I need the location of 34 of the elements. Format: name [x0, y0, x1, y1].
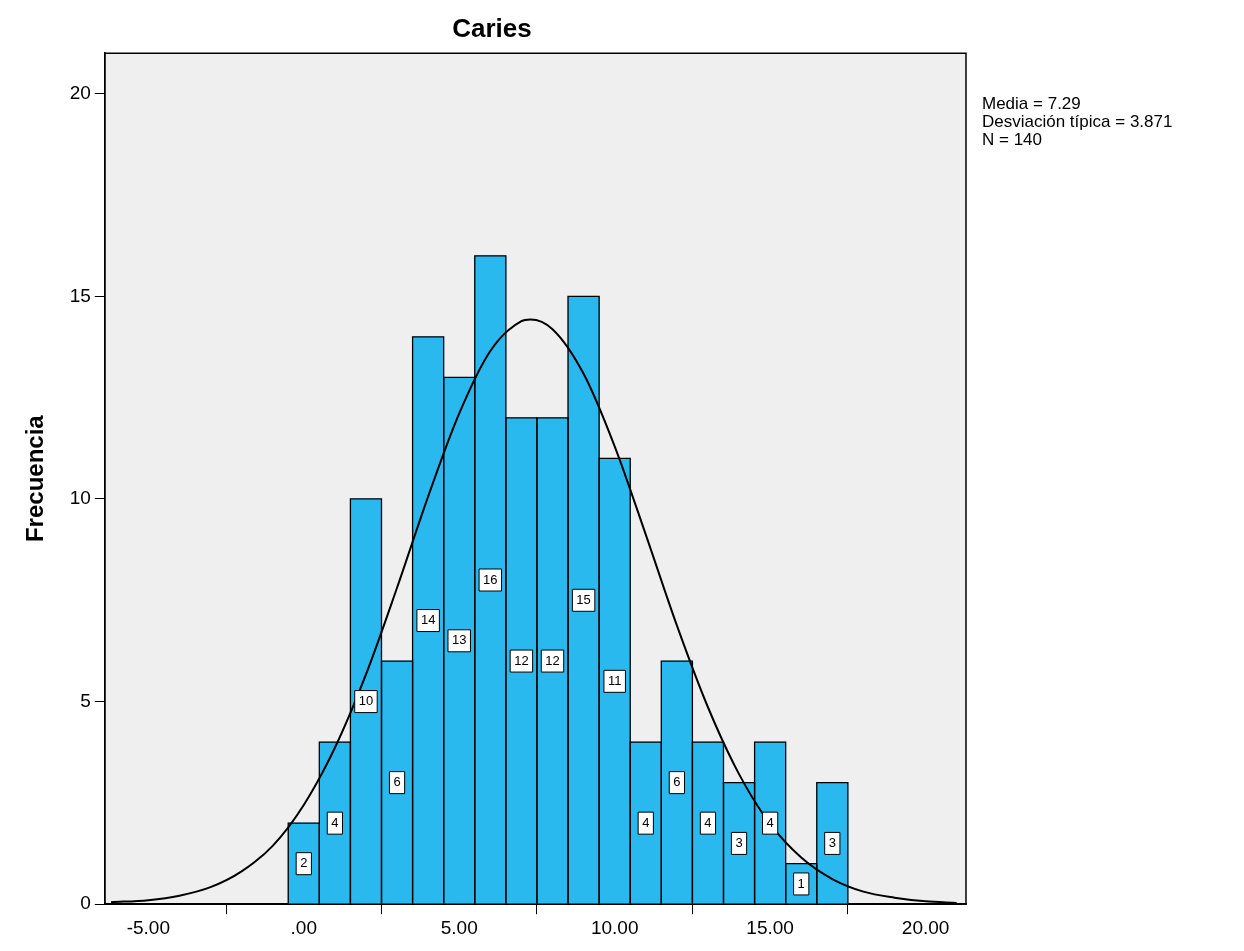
- x-tick-label: .00: [290, 916, 317, 938]
- text: Desviación típica = 3.871: [982, 112, 1173, 132]
- data-label: 10: [358, 693, 374, 709]
- text: N = 140: [982, 130, 1043, 150]
- data-label: 3: [828, 834, 836, 850]
- data-label: 11: [607, 672, 622, 688]
- data-label: 12: [514, 652, 529, 668]
- data-label: 16: [483, 571, 498, 587]
- data-label: 15: [576, 591, 591, 607]
- y-axis-title: Frecuencia: [21, 414, 49, 543]
- y-tick-label: 10: [69, 487, 91, 509]
- data-label: 13: [451, 632, 467, 648]
- y-tick-label: 15: [69, 284, 91, 306]
- y-tick-label: 5: [80, 689, 91, 711]
- text: Media = 7.29: [982, 94, 1081, 114]
- data-label: 4: [704, 814, 712, 830]
- data-label: 12: [545, 652, 560, 668]
- data-label: 6: [673, 774, 681, 790]
- chart-title: Caries: [452, 12, 532, 43]
- y-tick-label: 20: [69, 81, 91, 103]
- data-label: 2: [300, 855, 308, 871]
- data-label: 4: [331, 814, 339, 830]
- x-tick-label: 5.00: [440, 916, 478, 938]
- x-tick-label: 15.00: [746, 916, 794, 938]
- data-label: 6: [393, 774, 401, 790]
- x-tick-label: -5.00: [126, 916, 170, 938]
- data-label: 3: [735, 834, 743, 850]
- data-label: 14: [420, 612, 436, 628]
- y-tick-label: 0: [80, 892, 91, 914]
- data-label: 4: [642, 814, 650, 830]
- x-tick-label: 10.00: [590, 916, 639, 938]
- data-label: 1: [797, 875, 805, 891]
- data-label: 4: [766, 814, 774, 830]
- x-tick-label: 20.00: [901, 916, 950, 938]
